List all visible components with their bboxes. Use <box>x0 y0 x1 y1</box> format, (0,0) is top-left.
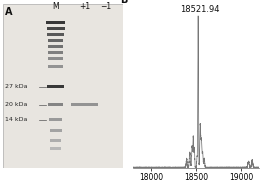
FancyBboxPatch shape <box>47 27 65 30</box>
FancyBboxPatch shape <box>48 39 63 42</box>
FancyBboxPatch shape <box>48 45 63 48</box>
FancyBboxPatch shape <box>48 103 63 106</box>
Text: M: M <box>52 2 59 11</box>
Text: 14 kDa: 14 kDa <box>5 117 28 122</box>
Text: B: B <box>120 0 128 6</box>
FancyBboxPatch shape <box>48 57 63 60</box>
FancyBboxPatch shape <box>49 118 62 121</box>
FancyBboxPatch shape <box>47 85 64 88</box>
Text: A: A <box>5 7 13 17</box>
Text: 20 kDa: 20 kDa <box>5 102 28 107</box>
Text: 27 kDa: 27 kDa <box>5 84 28 89</box>
FancyBboxPatch shape <box>48 65 63 68</box>
FancyBboxPatch shape <box>50 139 61 142</box>
FancyBboxPatch shape <box>48 51 63 54</box>
FancyBboxPatch shape <box>50 147 61 150</box>
FancyBboxPatch shape <box>71 103 98 106</box>
Text: −1: −1 <box>101 2 112 11</box>
FancyBboxPatch shape <box>47 33 64 36</box>
Text: +1: +1 <box>79 2 90 11</box>
FancyBboxPatch shape <box>46 21 65 24</box>
Text: 18521.94: 18521.94 <box>180 5 220 14</box>
FancyBboxPatch shape <box>3 4 123 168</box>
FancyBboxPatch shape <box>50 129 62 132</box>
